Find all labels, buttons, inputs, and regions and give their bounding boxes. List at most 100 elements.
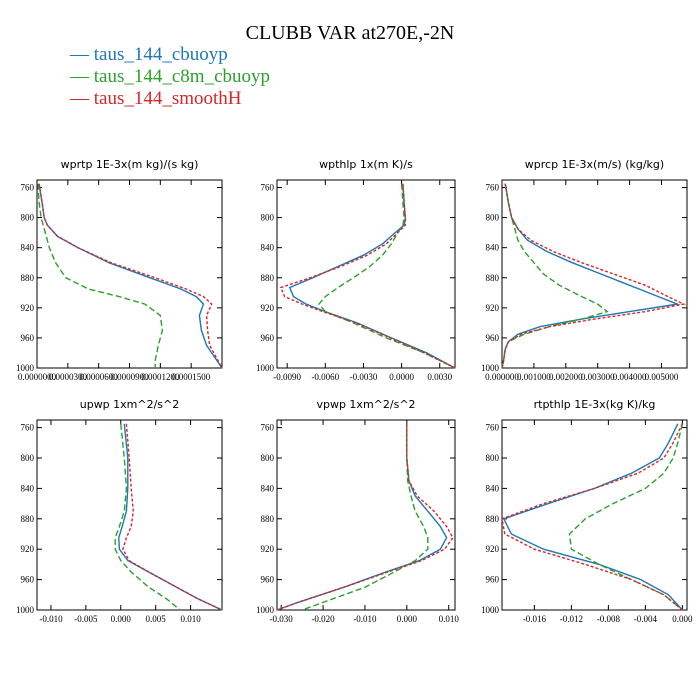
series-line-3-2 (122, 423, 223, 611)
xtick-label-2-3: 0.003000 (581, 372, 615, 382)
xtick-label-0-2: 0.0000600 (80, 372, 119, 382)
xtick-label-4-3: 0.000 (397, 614, 418, 624)
panel-frame-1 (276, 179, 456, 369)
panel-title-5: rtpthlp 1E-3x(kg K)/kg (534, 398, 656, 411)
series-line-1-2 (279, 183, 456, 369)
ytick-label-2-3: 880 (486, 273, 500, 283)
series-line-0-1 (37, 183, 164, 368)
xtick-label-3-4: 0.010 (180, 614, 201, 624)
ytick-label-2-5: 960 (486, 333, 500, 343)
ytick-label-5-1: 800 (486, 453, 500, 463)
ytick-label-5-0: 760 (486, 423, 500, 433)
xtick-label-2-1: 0.001000 (517, 372, 551, 382)
ytick-label-5-2: 840 (486, 483, 500, 493)
xtick-label-5-0: -0.016 (523, 614, 547, 624)
panel-3: upwp 1xm^2/s^2 760 800 840 880 920 960 1000 -0.0… (16, 398, 223, 624)
xtick-label-3-1: -0.005 (74, 614, 98, 624)
legend-item-0: — taus_144_cbuoyp (70, 44, 228, 66)
panel-0: wprtp 1E-3x(m kg)/(s kg) 760 800 840 880 920 9… (16, 158, 223, 382)
xtick-label-2-2: 0.002000 (549, 372, 583, 382)
ytick-label-2-6: 1000 (481, 363, 500, 373)
xtick-label-1-3: 0.0000 (389, 372, 414, 382)
xtick-label-5-2: -0.008 (597, 614, 621, 624)
ytick-label-4-6: 1000 (256, 605, 275, 615)
series-line-0-2 (38, 183, 223, 369)
ytick-label-1-4: 920 (261, 303, 275, 313)
ytick-label-3-5: 960 (21, 575, 35, 585)
xtick-label-0-4: 0.0001200 (141, 372, 180, 382)
xtick-label-1-1: -0.0060 (311, 372, 339, 382)
xtick-label-0-3: 0.0000900 (110, 372, 149, 382)
series-line-0-0 (38, 183, 223, 369)
panel-title-0: wprtp 1E-3x(m kg)/(s kg) (61, 158, 199, 171)
panel-frame-3 (36, 419, 223, 611)
xtick-label-2-0: 0.000000 (485, 372, 519, 382)
xtick-label-0-1: 0.0000300 (49, 372, 88, 382)
xtick-label-0-5: 0.0001500 (172, 372, 211, 382)
legend-label-1: taus_144_c8m_cbuoyp (93, 66, 271, 87)
xtick-label-3-0: -0.010 (39, 614, 63, 624)
xtick-label-5-1: -0.012 (560, 614, 583, 624)
series-line-2-1 (501, 183, 609, 369)
legend-marker-2: — (70, 88, 94, 109)
ytick-label-2-1: 800 (486, 213, 500, 223)
ytick-label-4-2: 840 (261, 483, 275, 493)
ytick-label-5-3: 880 (486, 514, 500, 524)
xtick-label-3-2: 0.000 (111, 614, 132, 624)
series-line-3-0 (117, 423, 223, 611)
legend-marker-1: — (70, 66, 94, 87)
xtick-label-5-4: 0.000 (672, 614, 693, 624)
xtick-label-3-3: 0.005 (146, 614, 167, 624)
legend-label-0: taus_144_cbuoyp (93, 44, 228, 65)
ytick-label-4-4: 920 (261, 544, 275, 554)
ytick-label-1-6: 1000 (256, 363, 275, 373)
ytick-label-3-2: 840 (21, 483, 35, 493)
ytick-label-4-3: 880 (261, 514, 275, 524)
ytick-label-0-3: 880 (21, 273, 35, 283)
ytick-label-2-2: 840 (486, 243, 500, 253)
panel-2: wprcp 1E-3x(m/s) (kg/kg) 760 800 840 880 920 9… (481, 158, 688, 382)
legend-item-2: — taus_144_smoothH (70, 88, 242, 110)
ytick-label-0-2: 840 (21, 243, 35, 253)
series-line-2-0 (501, 183, 681, 369)
ytick-label-3-0: 760 (21, 423, 35, 433)
series-line-2-2 (501, 183, 687, 369)
panel-frame-5 (501, 419, 688, 611)
panel-frame-2 (501, 179, 688, 369)
ytick-label-3-3: 880 (21, 514, 35, 524)
ytick-label-1-1: 800 (261, 213, 275, 223)
panel-title-2: wprcp 1E-3x(m/s) (kg/kg) (525, 158, 664, 171)
legend-marker-0: — (70, 44, 94, 65)
series-line-4-0 (276, 423, 448, 611)
ytick-label-2-0: 760 (486, 183, 500, 193)
xtick-label-5-3: -0.004 (634, 614, 658, 624)
ytick-label-1-3: 880 (261, 273, 275, 283)
xtick-label-1-4: 0.0030 (427, 372, 452, 382)
xtick-label-1-2: -0.0030 (350, 372, 378, 382)
series-line-5-1 (568, 423, 684, 611)
ytick-label-1-2: 840 (261, 243, 275, 253)
ytick-label-4-1: 800 (261, 453, 275, 463)
ytick-label-5-6: 1000 (481, 605, 500, 615)
series-line-4-1 (301, 423, 429, 611)
ytick-label-3-1: 800 (21, 453, 35, 463)
ytick-label-4-0: 760 (261, 423, 275, 433)
panel-frame-0 (36, 179, 223, 369)
panel-title-1: wpthlp 1x(m K)/s (319, 158, 413, 171)
xtick-label-2-5: 0.005000 (645, 372, 679, 382)
panel-4: vpwp 1xm^2/s^27608008408809209601000-0.0… (256, 398, 459, 624)
panel-5: rtpthlp 1E-3x(kg K)/kg 760 800 840 880 920 960… (481, 398, 693, 624)
ytick-label-1-5: 960 (261, 333, 275, 343)
ytick-label-3-4: 920 (21, 544, 35, 554)
series-line-5-0 (502, 423, 683, 611)
ytick-label-0-5: 960 (21, 333, 35, 343)
xtick-label-0-0: 0.0000000 (18, 372, 57, 382)
ytick-label-5-4: 920 (486, 544, 500, 554)
ytick-label-4-5: 960 (261, 575, 275, 585)
ytick-label-0-6: 1000 (16, 363, 35, 373)
panel-frame-4 (276, 419, 456, 611)
panel-1: wpthlp 1x(m K)/s7608008408809209601000-0… (256, 158, 456, 382)
series-line-5-2 (501, 423, 684, 611)
series-line-1-1 (318, 183, 456, 369)
